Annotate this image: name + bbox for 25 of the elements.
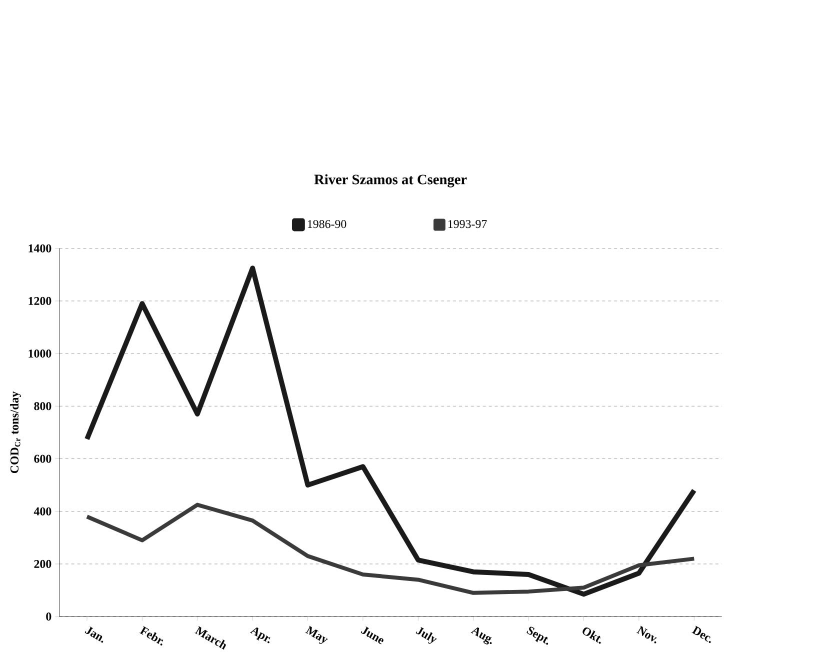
x-tick-label: June <box>360 626 384 644</box>
chart-title: River Szamos at Csenger <box>314 174 467 188</box>
y-tick-label: 1200 <box>28 297 52 306</box>
x-tick-label: Apr. <box>250 627 270 644</box>
x-tick-label: Febr. <box>140 626 164 646</box>
y-tick-label: 600 <box>34 454 52 463</box>
x-tick-label: Jan. <box>84 626 104 643</box>
y-tick-label: 1400 <box>28 244 52 252</box>
x-tick-label: May <box>305 626 328 644</box>
legend-label: 1993-97 <box>448 220 487 228</box>
x-tick-label: Nov. <box>636 626 657 644</box>
y-tick-label: 0 <box>46 612 52 621</box>
y-tick-label: 1000 <box>28 350 52 358</box>
line-series <box>85 502 696 595</box>
y-tick-label: 800 <box>34 402 52 410</box>
x-tick-label: July <box>416 627 437 644</box>
x-tick-label: Sept. <box>526 626 548 645</box>
x-tick-label: Dec. <box>692 626 711 644</box>
y-tick-label: 400 <box>34 507 52 516</box>
x-tick-label: Okt. <box>582 628 601 644</box>
x-tick-label: Aug. <box>470 627 492 644</box>
line-series <box>84 266 697 597</box>
y-axis-title: COD$_{Cr}$ tons/day <box>10 392 21 474</box>
legend-label: 1986-90 <box>308 220 346 228</box>
y-tick-label: 200 <box>34 560 52 568</box>
